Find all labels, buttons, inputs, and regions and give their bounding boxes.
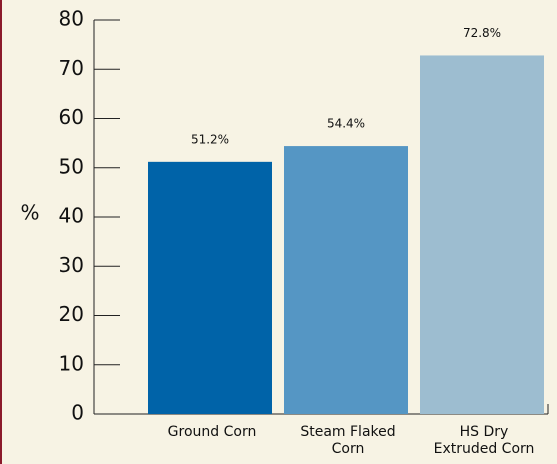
value-label: 72.8% [463, 26, 501, 40]
y-tick-label: 80 [59, 7, 84, 31]
y-axis-label: % [20, 201, 39, 225]
y-tick-label: 70 [59, 56, 84, 80]
y-tick-label: 10 [59, 351, 84, 375]
bar [148, 161, 272, 414]
y-tick-label: 0 [71, 401, 84, 425]
bar [284, 146, 408, 414]
y-tick-label: 20 [59, 302, 84, 326]
y-tick-label: 40 [59, 204, 84, 228]
bar [420, 55, 544, 415]
x-tick-label: Ground Corn [167, 424, 257, 440]
value-label: 54.4% [327, 117, 365, 131]
y-tick-label: 50 [59, 154, 84, 178]
y-tick-label: 30 [59, 253, 84, 277]
x-tick-label: HS Dry Extruded Corn [433, 424, 535, 457]
x-tick-label: Steam Flaked Corn [300, 424, 396, 457]
y-tick-label: 60 [59, 105, 84, 129]
value-label: 51.2% [191, 132, 229, 146]
